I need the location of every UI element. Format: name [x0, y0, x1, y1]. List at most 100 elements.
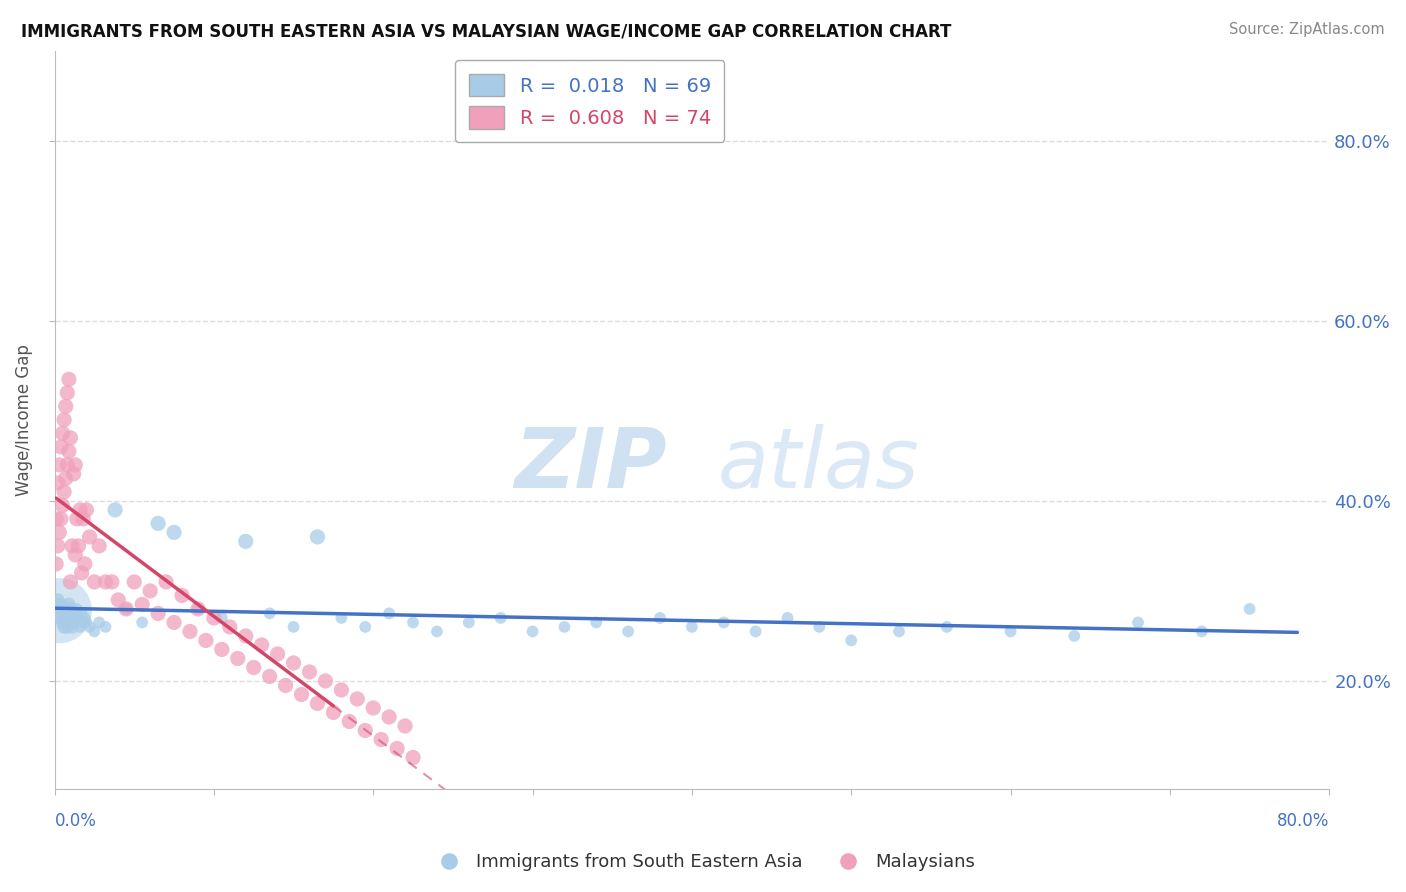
Point	[46, 539, 69, 553]
Point	[307, 530, 329, 544]
Point	[522, 624, 544, 639]
Point	[131, 598, 153, 612]
Point	[266, 647, 288, 661]
Point	[53, 607, 76, 621]
Point	[776, 611, 799, 625]
Point	[51, 602, 73, 616]
Point	[67, 539, 90, 553]
Point	[218, 620, 240, 634]
Point	[51, 615, 73, 630]
Point	[122, 574, 145, 589]
Point	[59, 602, 82, 616]
Point	[70, 566, 93, 580]
Point	[115, 602, 138, 616]
Point	[370, 732, 392, 747]
Point	[58, 598, 80, 612]
Text: ZIP: ZIP	[513, 424, 666, 505]
Point	[1000, 624, 1022, 639]
Point	[131, 615, 153, 630]
Point	[65, 458, 87, 472]
Point	[155, 574, 177, 589]
Point	[385, 741, 408, 756]
Point	[585, 615, 607, 630]
Point	[48, 604, 70, 618]
Point	[187, 602, 209, 616]
Point	[58, 444, 80, 458]
Point	[62, 467, 84, 481]
Text: 0.0%: 0.0%	[55, 812, 97, 830]
Point	[55, 471, 77, 485]
Point	[250, 638, 273, 652]
Point	[394, 719, 416, 733]
Point	[648, 611, 671, 625]
Point	[179, 624, 201, 639]
Point	[259, 669, 281, 683]
Point	[65, 548, 87, 562]
Point	[298, 665, 321, 679]
Point	[45, 512, 67, 526]
Text: Source: ZipAtlas.com: Source: ZipAtlas.com	[1229, 22, 1385, 37]
Point	[402, 615, 425, 630]
Point	[51, 499, 73, 513]
Point	[194, 633, 217, 648]
Point	[73, 557, 96, 571]
Point	[808, 620, 831, 634]
Point	[45, 557, 67, 571]
Point	[53, 620, 76, 634]
Point	[56, 385, 79, 400]
Point	[48, 458, 70, 472]
Text: 80.0%: 80.0%	[1277, 812, 1329, 830]
Point	[354, 620, 377, 634]
Point	[79, 620, 101, 634]
Point	[75, 503, 97, 517]
Point	[1239, 602, 1261, 616]
Point	[274, 678, 297, 692]
Point	[139, 583, 162, 598]
Point	[58, 372, 80, 386]
Point	[202, 611, 225, 625]
Point	[163, 525, 186, 540]
Point	[211, 642, 233, 657]
Point	[49, 611, 72, 625]
Point	[69, 620, 91, 634]
Point	[59, 574, 82, 589]
Point	[1191, 624, 1213, 639]
Point	[839, 633, 862, 648]
Point	[187, 602, 209, 616]
Point	[89, 615, 111, 630]
Point	[314, 673, 336, 688]
Point	[553, 620, 575, 634]
Point	[211, 611, 233, 625]
Point	[79, 530, 101, 544]
Point	[94, 574, 117, 589]
Point	[60, 607, 83, 621]
Point	[101, 574, 124, 589]
Point	[283, 620, 305, 634]
Point	[681, 620, 703, 634]
Point	[146, 516, 169, 531]
Point	[49, 512, 72, 526]
Point	[617, 624, 640, 639]
Point	[56, 458, 79, 472]
Point	[354, 723, 377, 738]
Point	[346, 692, 368, 706]
Point	[89, 539, 111, 553]
Point	[107, 593, 129, 607]
Point	[337, 714, 360, 729]
Point	[48, 607, 70, 621]
Point	[235, 534, 257, 549]
Point	[59, 431, 82, 445]
Point	[69, 503, 91, 517]
Point	[378, 607, 401, 621]
Point	[49, 598, 72, 612]
Legend: R =  0.018   N = 69, R =  0.608   N = 74: R = 0.018 N = 69, R = 0.608 N = 74	[456, 61, 724, 142]
Point	[46, 475, 69, 490]
Point	[65, 615, 87, 630]
Point	[45, 598, 67, 612]
Point	[361, 701, 384, 715]
Point	[53, 484, 76, 499]
Point	[322, 706, 344, 720]
Point	[226, 651, 249, 665]
Point	[489, 611, 512, 625]
Point	[242, 660, 264, 674]
